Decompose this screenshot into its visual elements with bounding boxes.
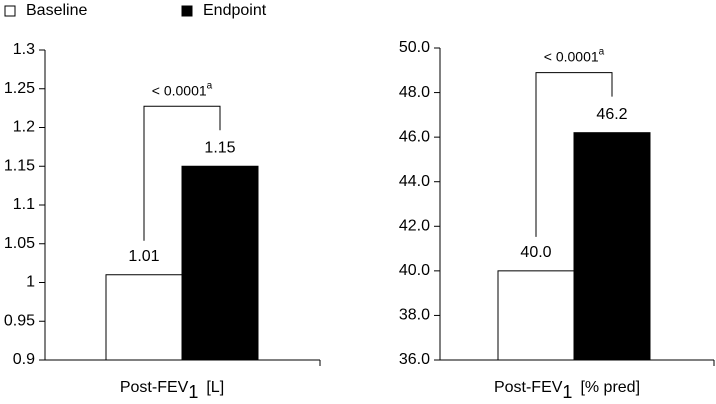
y-tick-label: 1.2 bbox=[13, 119, 35, 136]
bar bbox=[573, 132, 651, 361]
bar bbox=[497, 270, 575, 361]
y-tick-label: 48.0 bbox=[399, 84, 430, 101]
annotation-text: < 0.0001 bbox=[544, 48, 599, 64]
x-axis-label: Post-FEV1 [% pred] bbox=[494, 379, 640, 402]
y-tick-label: 38.0 bbox=[399, 307, 430, 324]
x-axis-label: Post-FEV1 [L] bbox=[120, 379, 224, 402]
significance-bracket bbox=[143, 105, 221, 241]
y-tick-label: 1.05 bbox=[4, 235, 35, 252]
value-label: 1.15 bbox=[204, 139, 235, 156]
annotation: < 0.0001a bbox=[544, 46, 605, 64]
y-tick-label: 0.95 bbox=[4, 312, 35, 329]
x-axis-label-suffix: [L] bbox=[206, 379, 224, 396]
annotation: < 0.0001a bbox=[152, 80, 213, 98]
x-axis-label-text: Post-FEV bbox=[494, 379, 563, 396]
y-tick-label: 36.0 bbox=[399, 351, 430, 368]
x-axis-label-subscript: 1 bbox=[562, 382, 572, 402]
y-tick-label: 44.0 bbox=[399, 173, 430, 190]
legend-label: Endpoint bbox=[203, 2, 267, 19]
y-tick-label: 1.3 bbox=[13, 41, 35, 58]
x-axis-label-text: Post-FEV bbox=[120, 379, 189, 396]
y-tick-label: 1.25 bbox=[4, 80, 35, 97]
y-tick-label: 42.0 bbox=[399, 218, 430, 235]
legend-swatch bbox=[4, 5, 16, 17]
y-tick-label: 1 bbox=[26, 274, 35, 291]
value-label: 46.2 bbox=[596, 106, 627, 123]
value-label: 40.0 bbox=[520, 244, 551, 261]
annotation-superscript: a bbox=[599, 46, 605, 57]
value-label: 1.01 bbox=[128, 248, 159, 265]
x-axis-label-subscript: 1 bbox=[188, 382, 198, 402]
legend-label: Baseline bbox=[26, 2, 87, 19]
y-tick-label: 46.0 bbox=[399, 128, 430, 145]
y-tick-label: 40.0 bbox=[399, 262, 430, 279]
annotation-text: < 0.0001 bbox=[152, 82, 207, 98]
y-tick-label: 0.9 bbox=[13, 351, 35, 368]
significance-bracket bbox=[535, 72, 613, 237]
y-tick-label: 1.15 bbox=[4, 157, 35, 174]
legend-swatch bbox=[181, 5, 193, 17]
x-axis-label-suffix: [% pred] bbox=[580, 379, 640, 396]
y-tick-label: 50.0 bbox=[399, 39, 430, 56]
bar bbox=[181, 165, 259, 361]
annotation-superscript: a bbox=[207, 80, 213, 91]
y-tick-label: 1.1 bbox=[13, 196, 35, 213]
bar bbox=[105, 274, 183, 361]
